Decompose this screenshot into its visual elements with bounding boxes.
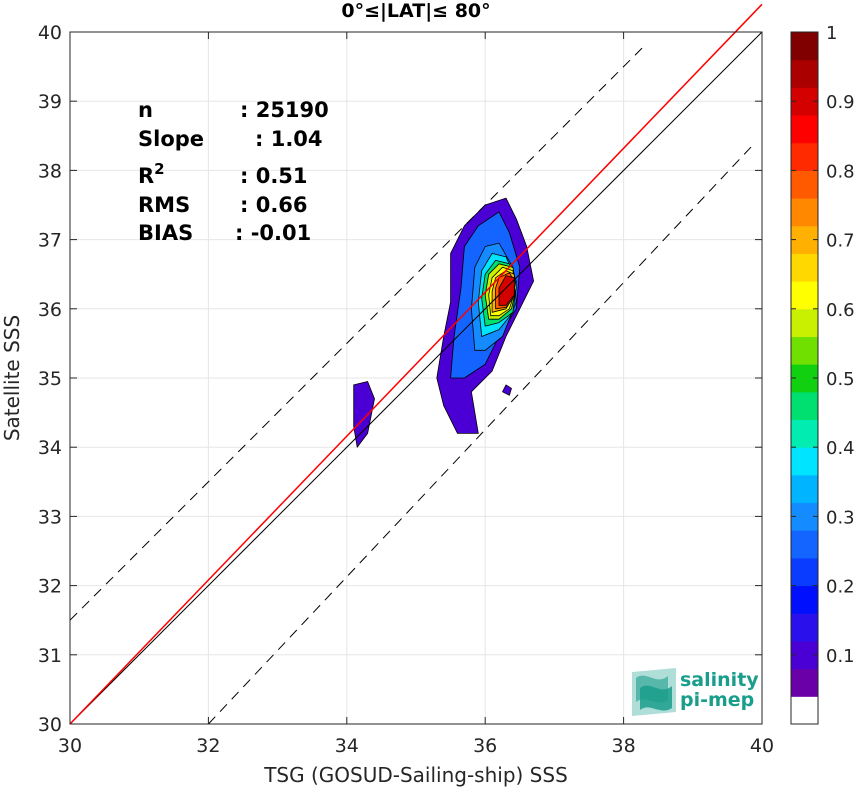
colorbar-tick-label: 0.9: [826, 92, 855, 113]
stat-label: BIAS: [138, 221, 193, 245]
contour-level: [502, 384, 512, 396]
y-ticks: 30 31 32 33 34 35 36 37 38 39 40: [38, 22, 762, 736]
x-tick-label: 40: [750, 735, 774, 757]
y-axis-label: Satellite SSS: [0, 315, 24, 441]
colorbar-tick-label: 1: [826, 23, 837, 44]
colorbar-swatch: [791, 474, 818, 504]
logo-wave-icon: [632, 668, 676, 716]
colorbar-tick-label: 0.1: [826, 646, 855, 667]
stat-label: RMS: [138, 193, 190, 217]
colorbar-swatch: [791, 32, 818, 61]
colorbar-swatch: [791, 281, 818, 310]
colorbar-tick-label: 0.2: [826, 577, 855, 598]
colorbar-swatch: [791, 308, 818, 337]
reference-lines: [69, 3, 763, 725]
stat-label: Slope: [138, 127, 204, 151]
contour-layer: [353, 197, 534, 448]
colorbar-swatch: [791, 115, 818, 144]
colorbar-swatch: [791, 253, 818, 282]
x-tick-label: 32: [196, 735, 220, 757]
colorbar-swatch: [791, 419, 818, 448]
y-tick-label: 35: [38, 368, 62, 390]
stat-value: : 0.66: [240, 193, 308, 217]
y-tick-label: 31: [38, 645, 62, 667]
stat-value: : 0.51: [240, 164, 308, 188]
colorbar-swatch: [791, 142, 818, 171]
logo-text-line2: pi-mep: [680, 689, 754, 711]
y-tick-label: 32: [38, 576, 62, 598]
colorbar-swatch: [791, 59, 818, 88]
one-to-one-line: [69, 31, 763, 725]
colorbar-tick-label: 0.4: [826, 438, 855, 459]
x-tick-label: 30: [58, 735, 82, 757]
colorbar-swatch: [791, 530, 818, 559]
y-tick-label: 39: [38, 91, 62, 113]
colorbar-tick-label: 0.8: [826, 161, 855, 182]
colorbar-tick-label: 0.6: [826, 300, 855, 321]
stat-value: : 25190: [240, 98, 329, 122]
colorbar-swatch: [791, 585, 818, 614]
colorbar-tick-label: 0.3: [826, 507, 855, 528]
contour-level: [353, 381, 375, 448]
colorbar-swatch: [791, 170, 818, 199]
stat-label: n: [138, 98, 153, 122]
x-tick-label: 38: [612, 735, 636, 757]
x-axis-label: TSG (GOSUD-Sailing-ship) SSS: [263, 763, 568, 787]
y-tick-label: 37: [38, 230, 62, 252]
colorbar-swatch: [791, 198, 818, 227]
colorbar-swatch: [791, 557, 818, 587]
regression-line: [69, 3, 763, 725]
x-tick-label: 34: [335, 735, 359, 757]
lower-bound-line: [208, 142, 756, 725]
y-tick-label: 34: [38, 437, 62, 459]
chart-title: 0°≤|LAT|≤ 80°: [341, 0, 490, 22]
colorbar-swatch: [791, 336, 818, 365]
colorbar-swatch: [791, 613, 818, 642]
salinity-logo: salinity pi-mep: [632, 668, 759, 716]
colorbar: 0.1 0.2 0.3 0.4 0.5 0.6 0.7 0.8 0.9 1: [790, 23, 855, 725]
y-tick-label: 40: [38, 22, 62, 44]
y-tick-label: 30: [38, 714, 62, 736]
colorbar-swatch: [791, 696, 818, 725]
logo-text-line1: salinity: [680, 669, 759, 691]
colorbar-swatch: [791, 391, 818, 421]
x-tick-label: 36: [473, 735, 497, 757]
colorbar-swatch: [791, 668, 818, 697]
colorbar-swatch: [791, 447, 818, 476]
y-tick-label: 36: [38, 299, 62, 321]
y-tick-label: 38: [38, 160, 62, 182]
stats-block: n : 25190 Slope : 1.04 R2 : 0.51 RMS : 0.66 BIAS…: [138, 98, 329, 245]
stat-value: : 1.04: [255, 127, 323, 151]
stat-label: R2: [138, 160, 165, 188]
stat-value: : -0.01: [235, 221, 311, 245]
y-tick-label: 33: [38, 506, 62, 528]
colorbar-tick-label: 0.7: [826, 231, 855, 252]
x-ticks: 30 32 34 36 38 40: [58, 32, 774, 757]
colorbar-tick-label: 0.5: [826, 369, 855, 390]
